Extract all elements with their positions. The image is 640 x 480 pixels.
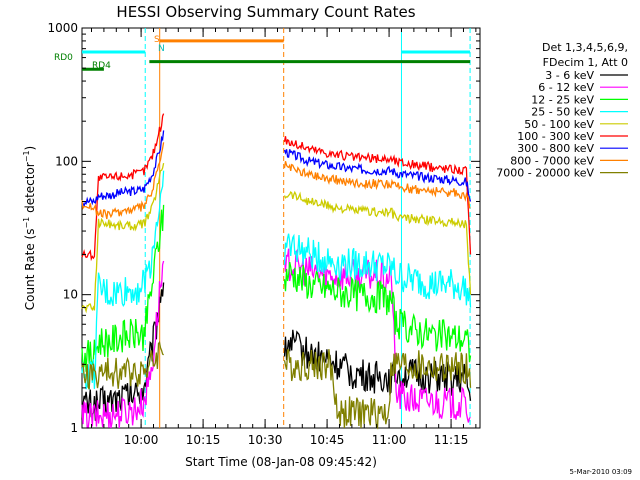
- x-tick-label: 10:30: [248, 433, 283, 447]
- y-axis-label-middle: detector: [23, 162, 37, 217]
- x-axis-label: Start Time (08-Jan-08 09:45:42): [185, 455, 377, 469]
- series-line-7000-20000-kev: [81, 340, 165, 390]
- legend: Det 1,3,4,5,6,9, FDecim 1, Att 0 3 - 6 k…: [496, 41, 628, 180]
- x-tick-label: 11:00: [372, 433, 407, 447]
- series-line-800-7000-kev: [283, 161, 471, 209]
- y-axis-label-main: Count Rate (s: [23, 229, 37, 311]
- x-tick-label: 10:45: [310, 433, 345, 447]
- legend-label-12-25-kev: 12 - 25 keV: [531, 93, 594, 106]
- series-line-50-100-kev: [283, 190, 472, 295]
- legend-label-6-12-kev: 6 - 12 keV: [538, 81, 594, 94]
- series-layer: [81, 113, 472, 430]
- legend-header-line-2: FDecim 1, Att 0: [543, 56, 628, 69]
- series-line-12-25-kev: [283, 261, 472, 363]
- series-line-300-800-kev: [81, 130, 165, 208]
- series-line-3-6-kev: [283, 329, 472, 401]
- flag-label-n: N: [158, 44, 165, 54]
- series-line-7000-20000-kev: [283, 349, 472, 430]
- y-axis: 1 10 100 1000: [47, 21, 480, 435]
- plot-frame: [81, 27, 481, 429]
- series-line-100-300-kev: [283, 136, 472, 255]
- x-tick-label: 10:00: [124, 433, 159, 447]
- flag-label-rd0: RD0: [54, 53, 73, 63]
- legend-label-800-7000-kev: 800 - 7000 keV: [510, 154, 594, 167]
- y-tick-label: 1000: [47, 21, 78, 35]
- y-tick-label: 1: [70, 421, 78, 435]
- legend-label-7000-20000-kev: 7000 - 20000 keV: [496, 167, 594, 180]
- series-line-25-50-kev: [283, 233, 472, 308]
- legend-header-line-1: Det 1,3,4,5,6,9,: [542, 41, 628, 54]
- y-axis-label-exponent-2: −1: [22, 150, 31, 162]
- legend-label-50-100-kev: 50 - 100 keV: [524, 118, 594, 131]
- flag-bars: [82, 39, 471, 71]
- flag-label-s: S: [154, 35, 160, 45]
- chart-title: HESSI Observing Summary Count Rates: [116, 3, 415, 21]
- x-tick-label: 11:15: [434, 433, 469, 447]
- series-line-300-800-kev: [283, 149, 472, 202]
- x-axis: 10:00 10:15 10:30 10:45 11:00 11:15: [91, 28, 477, 447]
- y-axis-label-exponent-1: −1: [22, 217, 31, 229]
- legend-label-3-6-kev: 3 - 6 keV: [545, 69, 594, 82]
- x-tick-label: 10:15: [186, 433, 221, 447]
- y-axis-label-end: ): [23, 146, 37, 151]
- y-tick-label: 10: [63, 288, 78, 302]
- series-line-800-7000-kev: [81, 142, 165, 220]
- flag-label-rd4: RD4: [92, 61, 111, 71]
- legend-label-25-50-kev: 25 - 50 keV: [531, 106, 594, 119]
- timestamp-footer: 5-Mar-2010 03:09: [570, 468, 632, 476]
- y-tick-label: 100: [55, 154, 78, 168]
- series-line-50-100-kev: [81, 162, 165, 314]
- legend-label-300-800-kev: 300 - 800 keV: [517, 142, 594, 155]
- series-line-100-300-kev: [81, 113, 165, 262]
- series-line-25-50-kev: [81, 170, 165, 390]
- legend-label-100-300-kev: 100 - 300 keV: [517, 130, 594, 143]
- series-line-6-12-kev: [81, 260, 165, 429]
- y-axis-label: Count Rate (s−1 detector−1): [22, 146, 37, 310]
